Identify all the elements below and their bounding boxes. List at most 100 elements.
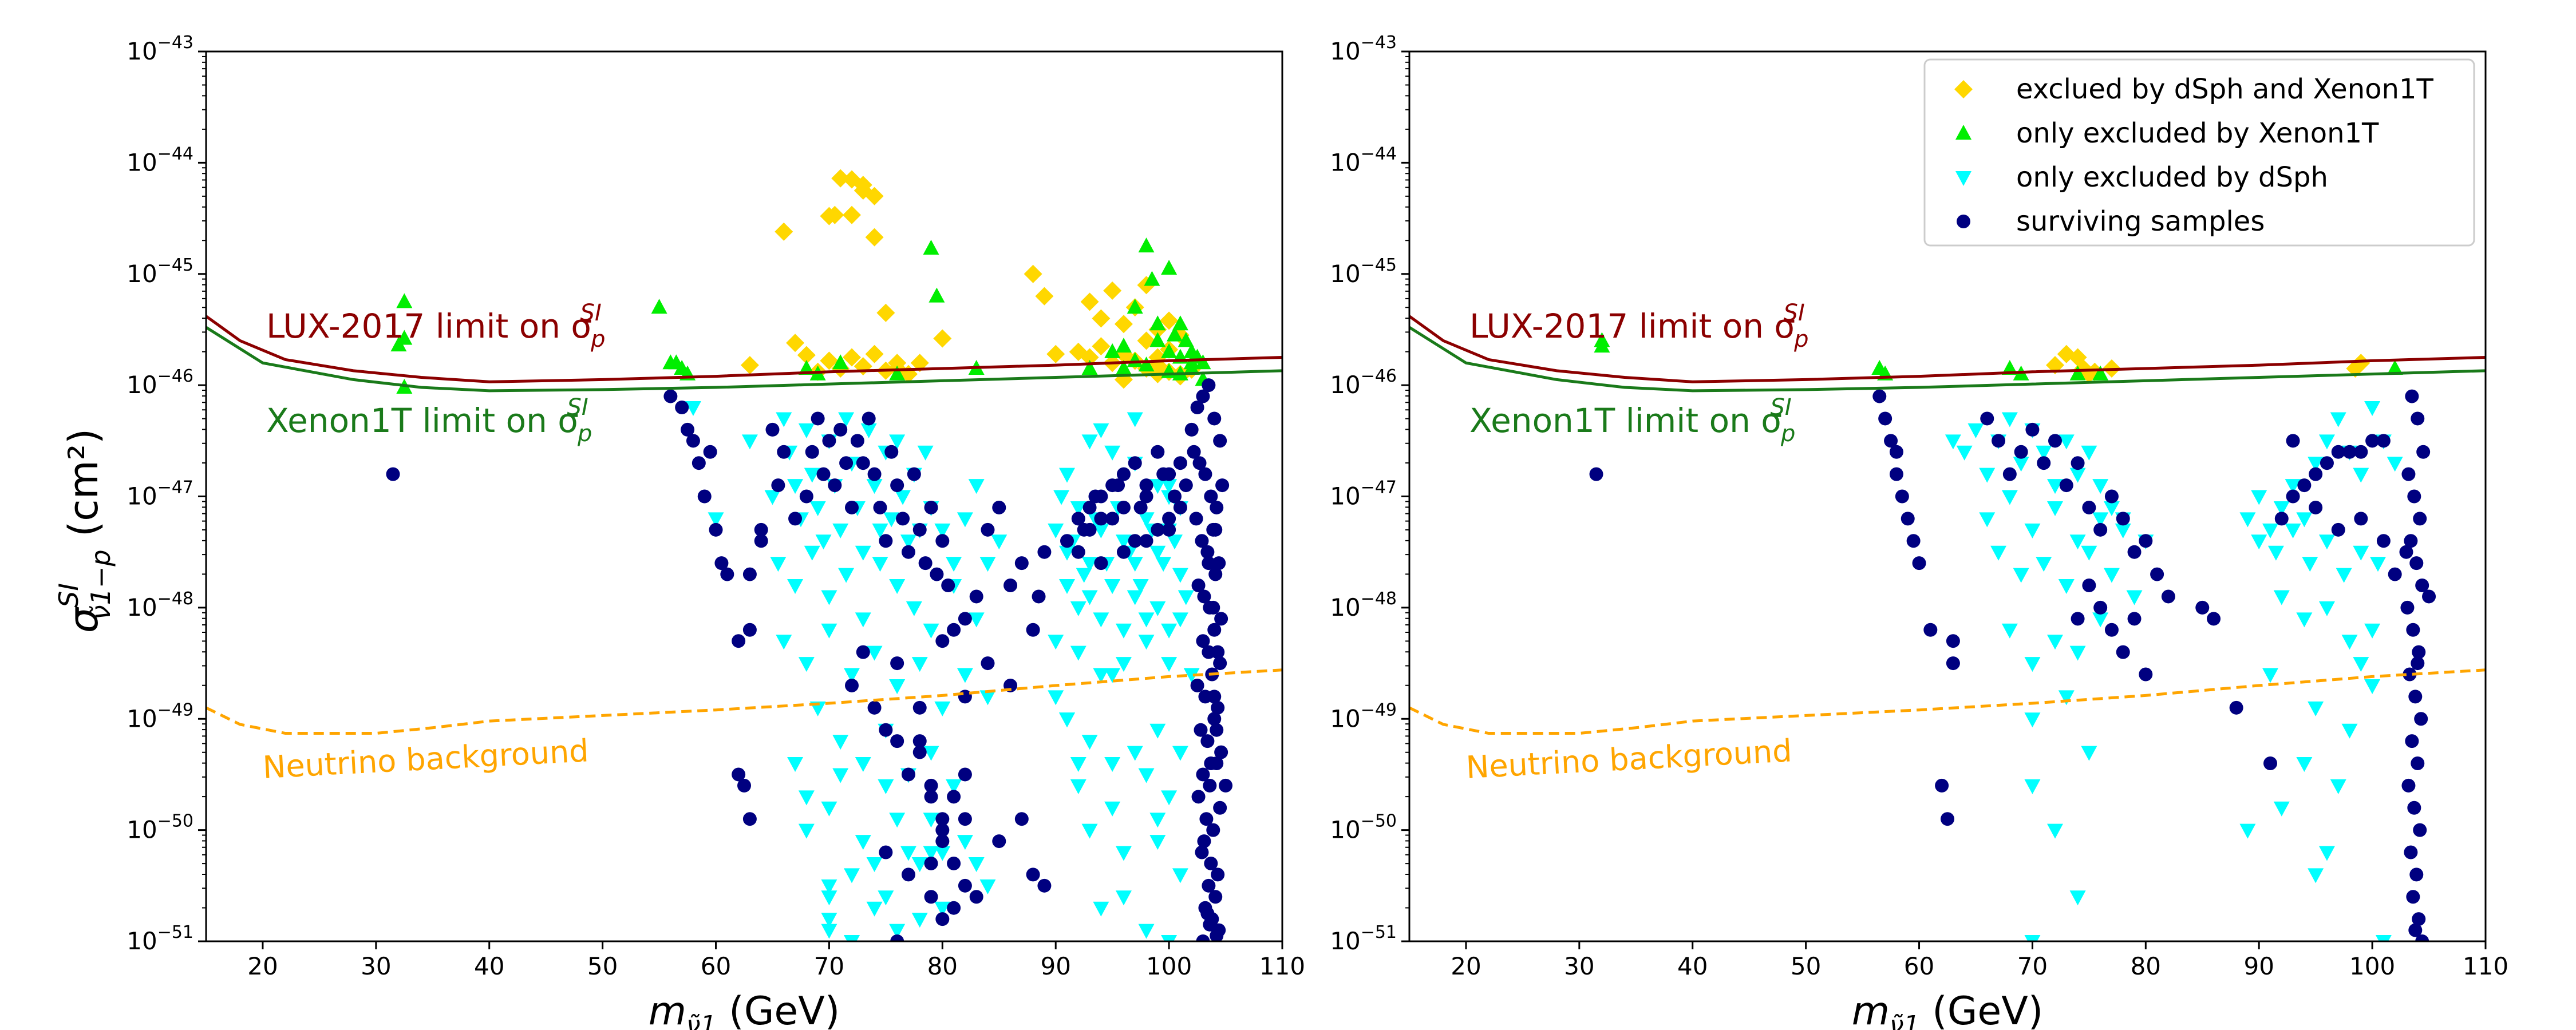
data-point (1189, 512, 1203, 526)
data-point (1174, 0, 1187, 7)
data-point (2364, 401, 2381, 416)
data-point (1872, 389, 1887, 403)
data-point (2092, 612, 2109, 628)
data-point (787, 757, 804, 772)
data-point (2415, 934, 2429, 941)
data-point (771, 478, 785, 493)
data-point (862, 411, 876, 426)
data-point (732, 767, 746, 782)
data-point (1208, 890, 1223, 904)
data-point (1059, 712, 1075, 728)
data-point (2401, 778, 2416, 793)
data-point (820, 351, 839, 370)
data-point (1945, 434, 1961, 450)
data-point (2308, 868, 2324, 884)
data-point (1941, 812, 1954, 826)
data-point (740, 356, 759, 375)
data-point (935, 812, 950, 826)
data-point (1967, 423, 1984, 438)
data-point (930, 567, 944, 581)
plot-area (206, 52, 1282, 941)
data-point (1187, 445, 1201, 459)
right-panel: LUX-2017 limit on σpSI Xenon1T limit on σ… (1330, 33, 2508, 1030)
data-point (1179, 0, 1193, 7)
data-point (860, 423, 877, 438)
data-point (1149, 723, 1166, 739)
data-point (1111, 478, 1125, 493)
data-point (1161, 657, 1178, 672)
y-tick-label: 10−45 (127, 255, 193, 288)
data-point (2081, 746, 2097, 761)
data-point (946, 779, 962, 794)
data-point (832, 354, 849, 370)
data-point (890, 734, 904, 748)
data-point (1138, 612, 1155, 628)
data-point (1080, 292, 1099, 311)
x-tick-label: 110 (1259, 952, 1305, 980)
data-point (832, 735, 849, 750)
data-point (742, 623, 757, 637)
data-point (737, 778, 751, 793)
data-layer (206, 0, 1282, 941)
data-point (1071, 545, 1085, 559)
data-point (911, 857, 928, 872)
data-point (934, 523, 951, 538)
legend (1923, 58, 2475, 247)
data-point (929, 287, 945, 303)
data-point (825, 205, 844, 224)
data-point (946, 557, 962, 572)
data-point (1206, 600, 1220, 615)
data-point (2354, 512, 2368, 526)
data-point (1214, 612, 1228, 626)
data-point (935, 823, 950, 837)
data-point (1197, 589, 1211, 604)
data-point (2416, 445, 2431, 459)
data-point (1115, 359, 1132, 375)
data-point (1037, 545, 1052, 559)
data-point (1884, 434, 1898, 448)
data-point (1213, 656, 1227, 671)
data-point (1048, 523, 1064, 538)
data-point (844, 868, 860, 884)
data-point (816, 467, 831, 481)
data-point (1156, 467, 1171, 481)
data-point (1213, 434, 1227, 448)
data-point (1215, 478, 1230, 493)
data-point (958, 612, 972, 626)
data-point (2069, 890, 2086, 906)
data-point (2387, 359, 2403, 375)
data-point (799, 489, 813, 504)
data-point (1992, 434, 2006, 448)
data-point (876, 303, 895, 322)
data-point (890, 934, 904, 941)
data-point (1115, 623, 1132, 639)
data-point (1082, 522, 1097, 537)
data-point (889, 813, 906, 828)
data-point (1035, 287, 1054, 306)
data-point (1173, 456, 1187, 470)
data-point (2413, 512, 2427, 526)
data-point (821, 879, 837, 894)
data-point (805, 445, 819, 459)
data-point (2024, 779, 2041, 794)
data-point (2376, 434, 2391, 448)
data-point (2406, 890, 2420, 904)
data-point (1014, 812, 1029, 826)
data-point (1168, 0, 1182, 7)
data-point (845, 678, 859, 692)
data-point (2415, 579, 2429, 592)
data-point (1076, 568, 1092, 583)
data-point (1185, 0, 1199, 7)
data-point (1194, 723, 1208, 737)
data-point (839, 456, 854, 470)
data-point (2404, 534, 2418, 548)
data-point (1093, 668, 1109, 683)
data-point (865, 187, 884, 205)
data-point (888, 354, 907, 373)
data-point (811, 411, 825, 426)
data-point (1060, 534, 1074, 548)
data-point (798, 423, 815, 438)
data-point (1196, 634, 1210, 648)
data-point (1115, 846, 1132, 861)
data-point (2353, 545, 2369, 561)
